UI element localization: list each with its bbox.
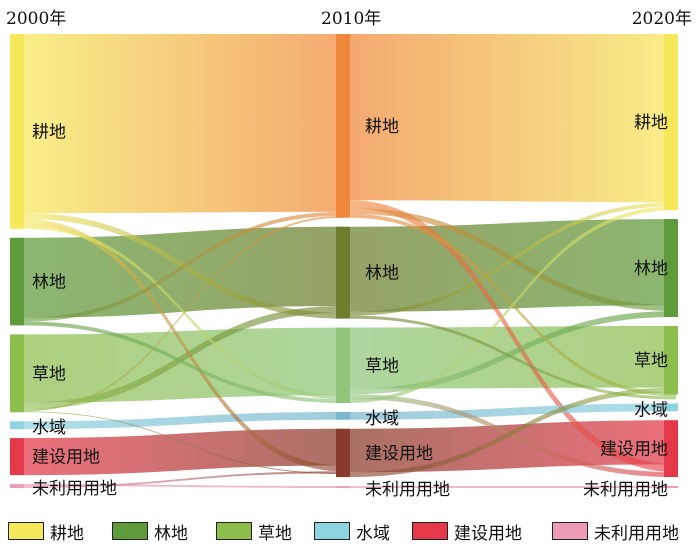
flow-1-water-to-water xyxy=(350,403,676,420)
flow-0-grass-to-grass xyxy=(24,327,343,403)
flow-1-farm-to-built xyxy=(350,200,676,473)
node-1-water xyxy=(336,411,350,420)
flow-1-farm-to-farm xyxy=(350,34,676,203)
node-2-grass xyxy=(664,325,678,395)
flow-links xyxy=(24,34,676,488)
year-label-2000: 2000年 xyxy=(6,9,67,29)
node-label-2-grass: 草地 xyxy=(634,351,668,371)
node-2-built xyxy=(664,420,678,478)
node-1-unused xyxy=(336,486,350,488)
node-2-forest xyxy=(664,219,678,317)
legend-swatch-grass xyxy=(216,522,252,540)
node-label-0-grass: 草地 xyxy=(32,364,66,384)
node-label-1-built: 建设用地 xyxy=(365,444,433,464)
flow-1-grass-to-built xyxy=(350,394,676,478)
legend-label-water: 水域 xyxy=(356,523,390,544)
node-0-unused xyxy=(10,484,24,488)
node-label-2-built: 建设用地 xyxy=(600,440,668,460)
legend-swatch-farm xyxy=(8,522,44,540)
node-label-0-forest: 林地 xyxy=(32,273,66,293)
node-1-grass xyxy=(336,327,350,403)
node-label-0-built: 建设用地 xyxy=(32,448,100,468)
node-1-built xyxy=(336,428,350,478)
flow-1-forest-to-farm xyxy=(350,202,676,316)
legend-swatch-forest xyxy=(112,522,148,540)
flow-1-unused-to-unused xyxy=(350,486,676,488)
year-label-2010: 2010年 xyxy=(321,9,382,29)
node-label-1-water: 水域 xyxy=(365,409,399,429)
node-1-farm xyxy=(336,34,350,218)
node-label-2-water: 水域 xyxy=(634,400,668,420)
flow-0-forest-to-forest xyxy=(24,226,343,318)
legend-swatch-unused xyxy=(552,522,588,540)
legend-label-farm: 耕地 xyxy=(50,523,84,544)
node-1-forest xyxy=(336,226,350,319)
node-label-1-farm: 耕地 xyxy=(365,117,399,137)
stage-nodes xyxy=(10,34,678,488)
flow-0-unused-to-built xyxy=(24,471,343,488)
legend-label-forest: 林地 xyxy=(154,523,188,544)
legend-item-forest: 林地 xyxy=(112,518,188,544)
flow-0-water-to-water xyxy=(24,411,343,430)
flow-1-grass-to-farm xyxy=(350,206,676,403)
node-0-grass xyxy=(10,334,24,413)
legend-item-water: 水域 xyxy=(314,518,390,544)
flow-0-grass-to-farm xyxy=(24,215,343,412)
flow-0-forest-to-grass xyxy=(24,321,343,403)
node-label-1-forest: 林地 xyxy=(365,264,399,284)
legend-label-unused: 未利用用地 xyxy=(594,523,679,544)
flow-1-forest-to-grass xyxy=(350,315,676,400)
node-2-farm xyxy=(664,34,678,211)
node-label-1-unused: 未利用用地 xyxy=(365,480,450,500)
year-label-2020: 2020年 xyxy=(631,9,692,29)
legend-item-grass: 草地 xyxy=(216,518,292,544)
node-0-built xyxy=(10,438,24,476)
node-label-2-unused: 未利用用地 xyxy=(583,480,668,500)
node-0-water xyxy=(10,421,24,430)
legend-item-built: 建设用地 xyxy=(412,518,522,544)
flow-1-built-to-built xyxy=(350,420,676,473)
legend-item-unused: 未利用用地 xyxy=(552,518,679,544)
node-label-0-unused: 未利用用地 xyxy=(32,479,117,499)
flow-0-grass-to-built xyxy=(24,411,343,475)
node-0-farm xyxy=(10,34,24,229)
flow-0-farm-to-built xyxy=(24,219,343,472)
node-label-0-water: 水域 xyxy=(32,418,66,438)
legend-swatch-water xyxy=(314,522,350,540)
node-0-forest xyxy=(10,237,24,326)
legend-item-farm: 耕地 xyxy=(8,518,84,544)
flow-0-forest-to-farm xyxy=(24,211,343,322)
node-label-1-grass: 草地 xyxy=(365,356,399,376)
node-2-water xyxy=(664,403,678,412)
node-label-2-forest: 林地 xyxy=(634,259,668,279)
flow-0-grass-to-forest xyxy=(24,305,343,410)
legend-label-built: 建设用地 xyxy=(454,523,522,544)
legend-swatch-built xyxy=(412,522,448,540)
flow-1-grass-to-forest xyxy=(350,311,676,395)
flow-1-forest-to-forest xyxy=(350,219,676,312)
node-2-unused xyxy=(664,486,678,488)
flow-0-farm-to-grass xyxy=(24,224,343,400)
flow-0-farm-to-farm xyxy=(24,34,343,214)
legend-label-grass: 草地 xyxy=(258,523,292,544)
legend: 耕地 林地 草地 水域 建设用地 未利用用地 xyxy=(8,518,698,544)
node-label-0-farm: 耕地 xyxy=(32,122,66,142)
node-label-2-farm: 耕地 xyxy=(634,113,668,133)
flow-1-built-to-grass xyxy=(350,387,676,478)
